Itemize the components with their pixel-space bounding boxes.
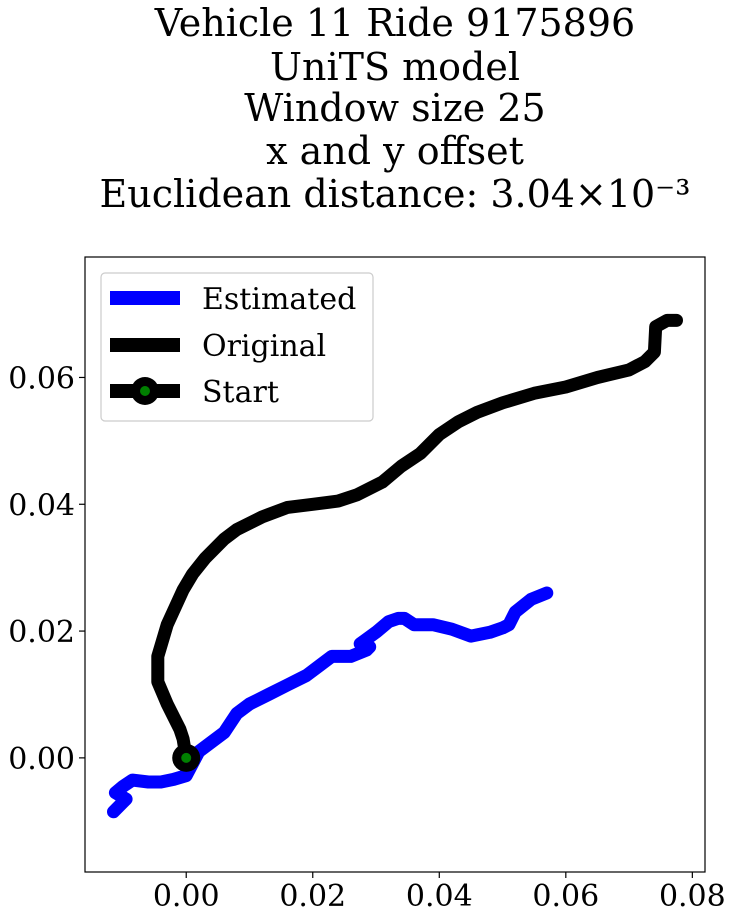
legend-label-original: Original: [202, 329, 326, 364]
legend-label-estimated: Estimated: [202, 282, 356, 317]
y-tick-label: 0.00: [8, 742, 75, 777]
y-tick-label: 0.06: [8, 361, 75, 396]
plot-area: [107, 313, 683, 819]
chart-title: Vehicle 11 Ride 9175896 UniTS model Wind…: [100, 1, 691, 216]
title-line-1: Vehicle 11 Ride 9175896: [154, 1, 635, 45]
x-tick-label: 0.06: [532, 879, 599, 914]
x-tick-label: 0.04: [406, 879, 473, 914]
legend-start-marker-center: [140, 386, 150, 396]
y-tick-label: 0.02: [8, 615, 75, 650]
title-line-3: Window size 25: [244, 86, 545, 130]
x-tick-label: 0.02: [279, 879, 346, 914]
start-marker-center: [181, 752, 192, 763]
y-tick-label: 0.04: [8, 488, 75, 523]
title-line-2: UniTS model: [270, 45, 520, 89]
series-line-estimated: [107, 586, 554, 819]
series-line-original: [151, 313, 683, 765]
title-line-5: Euclidean distance: 3.04×10⁻³: [100, 172, 691, 216]
axis-ticks: 0.00 0.02 0.04 0.06 0.08 0.00 0.02 0.04 0.06: [8, 361, 726, 914]
axes-frame: [84, 256, 706, 873]
legend-label-start: Start: [202, 375, 279, 410]
title-line-4: x and y offset: [266, 129, 524, 173]
x-tick-label: 0.08: [659, 879, 726, 914]
legend: Estimated Original Start: [100, 272, 374, 422]
x-tick-label: 0.00: [153, 879, 220, 914]
